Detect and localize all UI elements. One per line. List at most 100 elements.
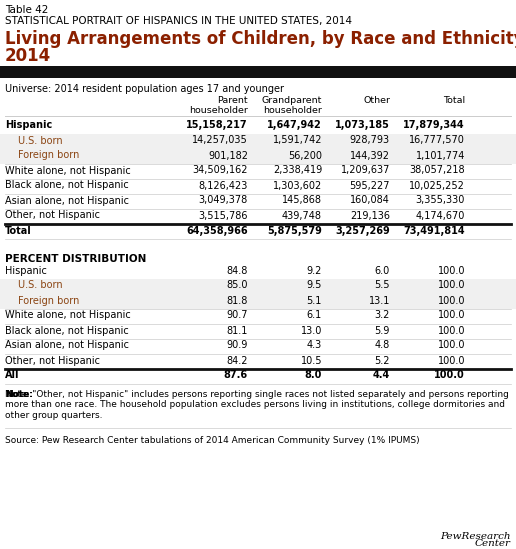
Text: 34,509,162: 34,509,162 — [192, 165, 248, 176]
Text: Table 42: Table 42 — [5, 5, 49, 15]
Text: 1,209,637: 1,209,637 — [341, 165, 390, 176]
Text: 3,257,269: 3,257,269 — [335, 226, 390, 236]
Text: 87.6: 87.6 — [224, 371, 248, 380]
Text: Black alone, not Hispanic: Black alone, not Hispanic — [5, 326, 129, 335]
Text: 6.1: 6.1 — [307, 311, 322, 321]
Bar — [0, 134, 516, 149]
Text: PewResearch: PewResearch — [441, 532, 511, 541]
Text: 9.5: 9.5 — [307, 281, 322, 290]
Text: 1,073,185: 1,073,185 — [335, 120, 390, 131]
Text: 13.1: 13.1 — [368, 295, 390, 305]
Bar — [0, 294, 516, 309]
Text: 5.5: 5.5 — [375, 281, 390, 290]
Text: 901,182: 901,182 — [208, 150, 248, 160]
Text: 15,158,217: 15,158,217 — [186, 120, 248, 131]
Text: Note: "Other, not Hispanic" includes persons reporting single races not listed s: Note: "Other, not Hispanic" includes per… — [5, 390, 509, 420]
Text: STATISTICAL PORTRAIT OF HISPANICS IN THE UNITED STATES, 2014: STATISTICAL PORTRAIT OF HISPANICS IN THE… — [5, 16, 352, 26]
Text: Other, not Hispanic: Other, not Hispanic — [5, 210, 100, 221]
Text: All: All — [5, 371, 20, 380]
Text: Other, not Hispanic: Other, not Hispanic — [5, 356, 100, 366]
Text: Living Arrangements of Children, by Race and Ethnicity:: Living Arrangements of Children, by Race… — [5, 30, 516, 48]
Text: 6.0: 6.0 — [375, 266, 390, 276]
Text: U.S. born: U.S. born — [18, 281, 62, 290]
Text: 1,591,742: 1,591,742 — [272, 136, 322, 145]
Text: 160,084: 160,084 — [350, 195, 390, 205]
Text: 1,101,774: 1,101,774 — [415, 150, 465, 160]
Bar — [0, 279, 516, 294]
Text: Universe: 2014 resident population ages 17 and younger: Universe: 2014 resident population ages … — [5, 84, 284, 94]
Text: 64,358,966: 64,358,966 — [186, 226, 248, 236]
Text: 100.0: 100.0 — [438, 281, 465, 290]
Text: 17,879,344: 17,879,344 — [404, 120, 465, 131]
Text: Grandparent
householder: Grandparent householder — [262, 96, 322, 115]
Text: 100.0: 100.0 — [438, 311, 465, 321]
Text: White alone, not Hispanic: White alone, not Hispanic — [5, 311, 131, 321]
Text: 2014: 2014 — [5, 47, 51, 65]
Text: 8.0: 8.0 — [304, 371, 322, 380]
Text: 3,049,378: 3,049,378 — [199, 195, 248, 205]
Text: 100.0: 100.0 — [434, 371, 465, 380]
Text: Asian alone, not Hispanic: Asian alone, not Hispanic — [5, 195, 129, 205]
Text: 84.2: 84.2 — [227, 356, 248, 366]
Text: 5.1: 5.1 — [307, 295, 322, 305]
Text: Other: Other — [363, 96, 390, 105]
Text: Hispanic: Hispanic — [5, 120, 52, 131]
Text: 100.0: 100.0 — [438, 326, 465, 335]
Text: 5,875,579: 5,875,579 — [267, 226, 322, 236]
Text: U.S. born: U.S. born — [18, 136, 62, 145]
Text: Total: Total — [5, 226, 32, 236]
Bar — [0, 66, 516, 78]
Text: White alone, not Hispanic: White alone, not Hispanic — [5, 165, 131, 176]
Text: 84.8: 84.8 — [227, 266, 248, 276]
Text: 3,355,330: 3,355,330 — [415, 195, 465, 205]
Text: 1,647,942: 1,647,942 — [267, 120, 322, 131]
Text: 100.0: 100.0 — [438, 266, 465, 276]
Text: 3,515,786: 3,515,786 — [199, 210, 248, 221]
Text: 3.2: 3.2 — [375, 311, 390, 321]
Text: 14,257,035: 14,257,035 — [192, 136, 248, 145]
Text: 85.0: 85.0 — [227, 281, 248, 290]
Text: 10.5: 10.5 — [300, 356, 322, 366]
Text: Hispanic: Hispanic — [5, 266, 47, 276]
Text: 1,303,602: 1,303,602 — [273, 181, 322, 191]
Text: Center: Center — [475, 539, 511, 548]
Text: 4.3: 4.3 — [307, 340, 322, 350]
Text: 4.4: 4.4 — [373, 371, 390, 380]
Bar — [0, 149, 516, 164]
Text: 439,748: 439,748 — [282, 210, 322, 221]
Text: 81.8: 81.8 — [227, 295, 248, 305]
Text: 5.9: 5.9 — [375, 326, 390, 335]
Text: 4,174,670: 4,174,670 — [415, 210, 465, 221]
Text: 219,136: 219,136 — [350, 210, 390, 221]
Text: PERCENT DISTRIBUTION: PERCENT DISTRIBUTION — [5, 254, 147, 264]
Text: 10,025,252: 10,025,252 — [409, 181, 465, 191]
Text: 90.7: 90.7 — [227, 311, 248, 321]
Text: Asian alone, not Hispanic: Asian alone, not Hispanic — [5, 340, 129, 350]
Text: 38,057,218: 38,057,218 — [409, 165, 465, 176]
Text: 100.0: 100.0 — [438, 340, 465, 350]
Text: 5.2: 5.2 — [375, 356, 390, 366]
Text: 8,126,423: 8,126,423 — [199, 181, 248, 191]
Text: 16,777,570: 16,777,570 — [409, 136, 465, 145]
Text: 9.2: 9.2 — [307, 266, 322, 276]
Text: 90.9: 90.9 — [227, 340, 248, 350]
Text: Total: Total — [443, 96, 465, 105]
Text: 100.0: 100.0 — [438, 356, 465, 366]
Text: 928,793: 928,793 — [350, 136, 390, 145]
Text: Note:: Note: — [5, 390, 33, 399]
Text: 144,392: 144,392 — [350, 150, 390, 160]
Text: 81.1: 81.1 — [227, 326, 248, 335]
Text: Foreign born: Foreign born — [18, 150, 79, 160]
Text: 56,200: 56,200 — [288, 150, 322, 160]
Text: Parent
householder: Parent householder — [189, 96, 248, 115]
Text: Foreign born: Foreign born — [18, 295, 79, 305]
Text: 595,227: 595,227 — [349, 181, 390, 191]
Text: Source: Pew Research Center tabulations of 2014 American Community Survey (1% IP: Source: Pew Research Center tabulations … — [5, 436, 420, 445]
Text: 13.0: 13.0 — [301, 326, 322, 335]
Text: Note:: Note: — [5, 390, 33, 399]
Text: 145,868: 145,868 — [282, 195, 322, 205]
Text: 73,491,814: 73,491,814 — [404, 226, 465, 236]
Text: 2,338,419: 2,338,419 — [273, 165, 322, 176]
Text: 4.8: 4.8 — [375, 340, 390, 350]
Text: 100.0: 100.0 — [438, 295, 465, 305]
